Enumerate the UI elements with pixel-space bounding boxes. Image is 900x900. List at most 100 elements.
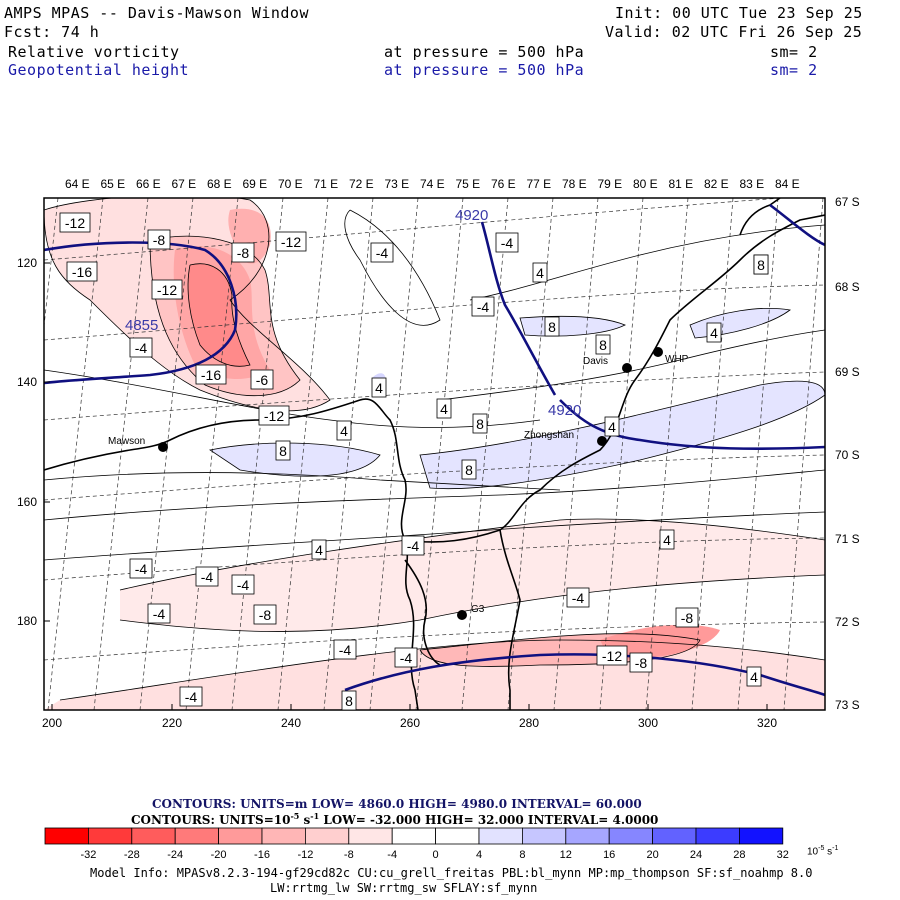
station-markers: Mawson Davis WHP Zhongshan G3	[108, 347, 689, 620]
longitude-label: 64 E	[65, 177, 90, 191]
colorbar-label: -8	[344, 849, 354, 861]
colorbar-label: 12	[560, 849, 572, 861]
station-label: WHP	[665, 354, 689, 365]
vorticity-label: -4	[201, 569, 214, 585]
vorticity-label: 4	[536, 265, 544, 281]
vorticity-label: 4	[375, 380, 383, 396]
vorticity-label: -4	[237, 577, 250, 593]
longitude-label: 66 E	[136, 177, 161, 191]
longitude-label: 71 E	[314, 177, 339, 191]
vorticity-label-box	[336, 420, 352, 441]
longitude-label: 70 E	[278, 177, 303, 191]
vorticity-label: -4	[501, 235, 514, 251]
colorbar-labels: -32 -28 -24 -20 -16 -12 -8 -4 0 4 8 12 16 20 24 28 32	[80, 849, 788, 861]
x-tick-label: 260	[400, 716, 420, 730]
vorticity-label-box	[129, 337, 153, 358]
vorticity-contour-units-s-exponent: -1	[310, 811, 320, 821]
plot-title: AMPS MPAS -- Davis-Mawson Window	[4, 4, 309, 22]
longitude-label: 82 E	[704, 177, 729, 191]
vorticity-label-box	[253, 604, 277, 625]
colorbar-label: 16	[603, 849, 615, 861]
model-info-line2: LW:rrtmg_lw SW:rrtmg_sw SFLAY:sf_mynn	[270, 881, 538, 895]
vorticity-label-box	[495, 232, 519, 253]
colorbar-box	[391, 827, 437, 845]
vorticity-label-box	[258, 405, 290, 426]
vorticity-label: -12	[65, 215, 85, 231]
field2-name: Geopotential height	[8, 61, 190, 79]
longitude-label: 76 E	[491, 177, 516, 191]
vorticity-label-box	[195, 364, 227, 385]
longitude-label: 83 E	[740, 177, 765, 191]
vorticity-label-box	[275, 440, 291, 461]
vorticity-label-box	[333, 639, 357, 660]
vorticity-label-box	[311, 539, 327, 560]
colorbar-label: 24	[690, 849, 702, 861]
vorticity-label: -6	[256, 372, 269, 388]
vorticity-label-box	[151, 279, 183, 300]
vorticity-label: 8	[599, 337, 607, 353]
colorbar-label: -16	[254, 849, 270, 861]
colorbar-box	[131, 827, 176, 845]
y-tick-label: 160	[17, 495, 37, 509]
longitude-label: 81 E	[669, 177, 694, 191]
colorbar-box	[478, 827, 523, 845]
vorticity-contour-labels: -12-8-16-8-12-12-4-16-6-124-44-488448848…	[59, 212, 769, 711]
field1-smoothing: sm= 2	[770, 43, 818, 61]
colorbar-unit-base: 10	[807, 846, 819, 858]
longitude-label: 78 E	[562, 177, 587, 191]
vorticity-label-box	[147, 603, 171, 624]
colorbar-unit-s-exponent: -1	[832, 845, 839, 852]
vorticity-label: -4	[477, 299, 490, 315]
vorticity-label-box	[436, 398, 452, 419]
latitude-label: 67 S	[835, 195, 860, 209]
vorticity-label: 4	[750, 669, 758, 685]
height-label: 4920	[548, 402, 581, 419]
vorticity-shade-positive	[690, 308, 790, 338]
latitude-label: 73 S	[835, 698, 860, 712]
longitude-label: 79 E	[598, 177, 623, 191]
colorbar-label: -24	[167, 849, 183, 861]
colorbar-box	[174, 827, 219, 845]
vorticity-label: -8	[259, 607, 272, 623]
longitude-label: 69 E	[243, 177, 268, 191]
vorticity-label-box	[275, 231, 307, 252]
vorticity-shade-positive	[520, 316, 625, 337]
vorticity-label: 4	[315, 542, 323, 558]
vorticity-label: -4	[400, 650, 413, 666]
field1-name: Relative vorticity	[8, 43, 180, 61]
vorticity-contour-info: CONTOURS: UNITS=10-5 s-1 LOW= -32.000 HI…	[131, 811, 658, 827]
colorbar-box	[261, 827, 306, 845]
vorticity-shade-negative	[120, 519, 825, 632]
x-tick-label: 280	[519, 716, 539, 730]
longitude-label: 73 E	[385, 177, 410, 191]
vorticity-label-box	[706, 322, 722, 343]
vorticity-label: 4	[340, 423, 348, 439]
height-label: 4920	[455, 207, 488, 224]
vorticity-label: -4	[135, 561, 148, 577]
latitude-label: 72 S	[835, 615, 860, 629]
colorbar-label: -20	[211, 849, 227, 861]
longitude-label: 72 E	[349, 177, 374, 191]
longitude-label: 68 E	[207, 177, 232, 191]
y-tick-label: 180	[17, 614, 37, 628]
vorticity-label-box	[179, 686, 203, 707]
vorticity-label: -4	[135, 340, 148, 356]
vorticity-label-box	[472, 413, 488, 434]
colorbar-box	[435, 827, 480, 845]
latitude-label: 70 S	[835, 448, 860, 462]
colorbar-box	[565, 827, 610, 845]
station-label: Davis	[583, 356, 608, 367]
vorticity-label-box	[66, 261, 98, 282]
vorticity-label-box	[629, 652, 653, 673]
vorticity-label: -4	[153, 606, 166, 622]
vorticity-label: -12	[281, 234, 301, 250]
colorbar: -32 -28 -24 -20 -16 -12 -8 -4 0 4 8 12 16 20 24 28 32	[44, 827, 789, 861]
vorticity-contour-units: CONTOURS: UNITS=10	[131, 813, 291, 827]
longitude-label: 67 E	[172, 177, 197, 191]
colorbar-label: -12	[297, 849, 313, 861]
vorticity-label: 8	[548, 319, 556, 335]
colorbar-label: 8	[519, 849, 525, 861]
colorbar-box	[218, 827, 263, 845]
vorticity-label: -4	[407, 538, 420, 554]
vorticity-label-box	[231, 242, 255, 263]
